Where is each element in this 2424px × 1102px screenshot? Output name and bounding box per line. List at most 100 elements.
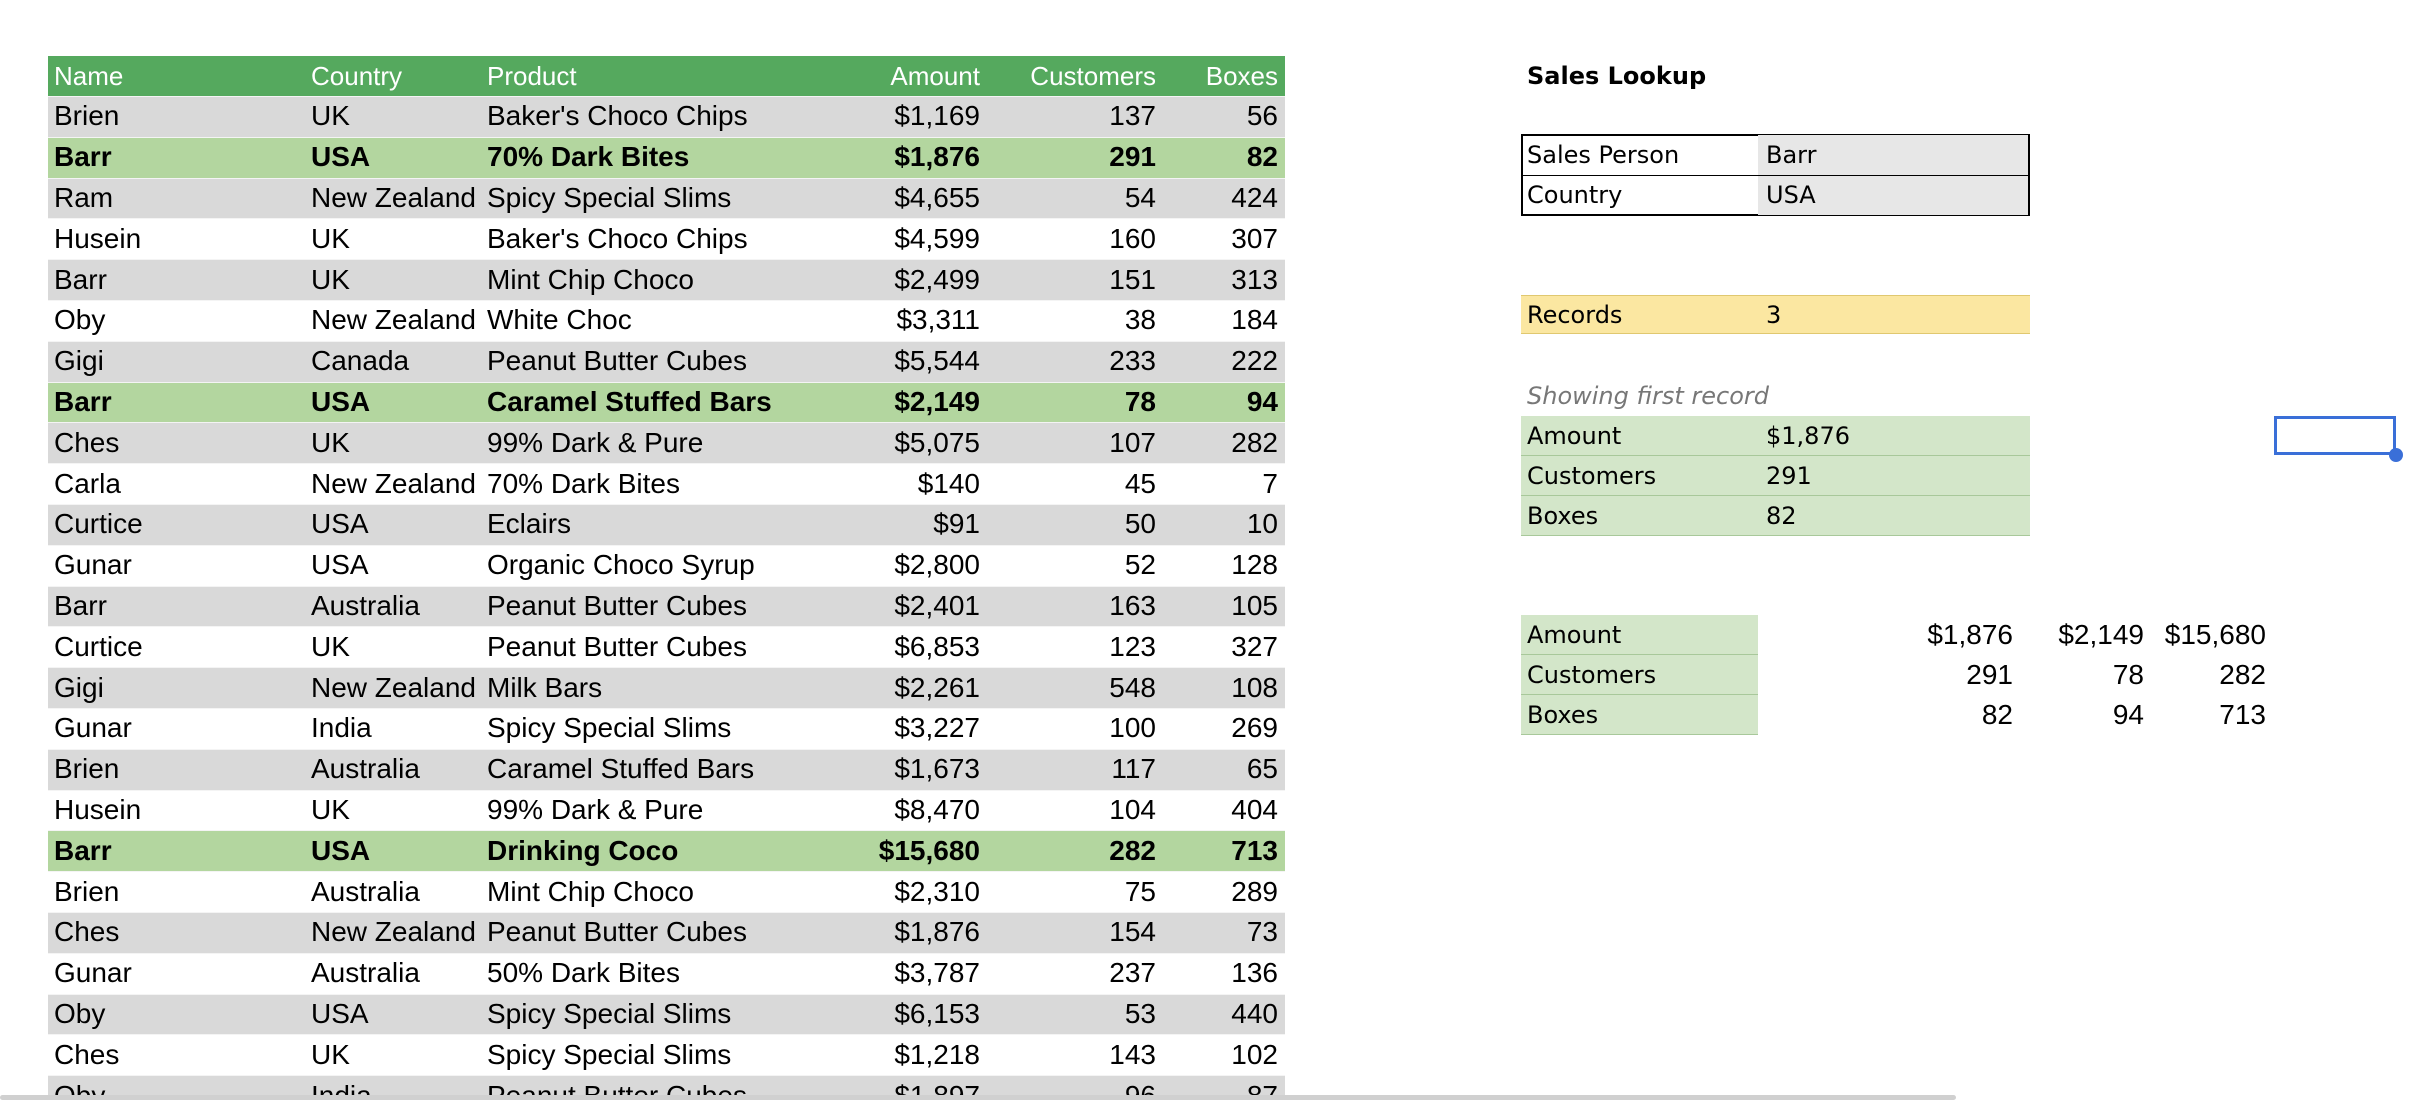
table-cell[interactable]: 99% Dark & Pure — [487, 426, 704, 458]
match-value[interactable]: 282 — [2219, 659, 2266, 690]
table-cell[interactable]: Eclairs — [487, 508, 572, 540]
table-cell[interactable]: 70% Dark Bites — [487, 467, 680, 499]
table-cell[interactable]: Brien — [54, 753, 120, 785]
table-cell[interactable]: Milk Bars — [487, 671, 603, 703]
table-cell[interactable]: 56 — [1246, 100, 1278, 132]
table-cell[interactable]: 184 — [1231, 304, 1278, 336]
fill-handle[interactable] — [2389, 448, 2403, 462]
first-record-label[interactable]: Customers — [1527, 462, 1657, 490]
table-cell[interactable]: 65 — [1246, 753, 1278, 785]
table-cell[interactable]: Australia — [311, 957, 420, 989]
field-label[interactable]: Country — [1527, 181, 1623, 209]
scrollbar[interactable] — [0, 1095, 1956, 1100]
table-cell[interactable]: New Zealand — [311, 181, 476, 213]
table-cell[interactable]: 87 — [1246, 1079, 1278, 1096]
table-row[interactable] — [48, 871, 1285, 912]
table-cell[interactable]: 38 — [1124, 304, 1156, 336]
table-cell[interactable]: $2,149 — [894, 385, 980, 417]
table-cell[interactable]: $4,655 — [894, 181, 980, 213]
match-value[interactable]: 713 — [2219, 699, 2266, 730]
table-cell[interactable]: $2,800 — [894, 549, 980, 581]
table-cell[interactable]: 70% Dark Bites — [487, 141, 690, 173]
table-cell[interactable]: 713 — [1231, 834, 1278, 866]
table-cell[interactable]: $1,876 — [894, 141, 980, 173]
table-row[interactable] — [48, 626, 1285, 668]
table-cell[interactable]: Ches — [54, 426, 120, 458]
table-cell[interactable]: $2,310 — [894, 875, 980, 907]
match-value[interactable]: 78 — [2112, 659, 2144, 690]
table-cell[interactable]: Curtice — [54, 630, 143, 662]
table-cell[interactable]: 100 — [1109, 712, 1156, 744]
table-cell[interactable]: 282 — [1231, 426, 1278, 458]
table-cell[interactable]: UK — [311, 793, 350, 825]
table-cell[interactable]: $140 — [917, 467, 980, 499]
table-cell[interactable]: $3,787 — [894, 957, 980, 989]
table-cell[interactable]: $4,599 — [894, 222, 980, 254]
table-cell[interactable]: India — [311, 1079, 372, 1096]
table-cell[interactable]: 94 — [1246, 385, 1278, 417]
table-row[interactable] — [48, 544, 1285, 586]
table-row[interactable] — [48, 708, 1285, 749]
table-cell[interactable]: 282 — [1109, 834, 1156, 866]
table-cell[interactable]: Ram — [54, 181, 114, 213]
table-cell[interactable]: $15,680 — [878, 834, 980, 866]
table-cell[interactable]: Ches — [54, 916, 120, 948]
table-cell[interactable]: Brien — [54, 100, 120, 132]
table-cell[interactable]: USA — [311, 834, 371, 866]
table-row[interactable] — [48, 748, 1285, 790]
match-value[interactable]: $2,149 — [2058, 619, 2144, 650]
table-cell[interactable]: UK — [311, 263, 350, 295]
table-cell[interactable]: India — [311, 712, 372, 744]
table-cell[interactable]: Gunar — [54, 549, 132, 581]
table-cell[interactable]: Barr — [54, 385, 112, 417]
table-cell[interactable]: $3,311 — [896, 304, 980, 336]
table-cell[interactable]: $6,853 — [894, 630, 980, 662]
table-cell[interactable]: 96 — [1124, 1079, 1156, 1096]
table-cell[interactable]: $1,897 — [894, 1079, 980, 1096]
table-row[interactable] — [48, 177, 1285, 219]
table-cell[interactable]: Spicy Special Slims — [487, 181, 732, 213]
table-cell[interactable]: 7 — [1262, 467, 1278, 499]
table-cell[interactable]: Husein — [54, 222, 142, 254]
table-cell[interactable]: Peanut Butter Cubes — [487, 1079, 747, 1096]
field-value[interactable]: USA — [1766, 181, 1816, 209]
table-cell[interactable]: 50 — [1124, 508, 1156, 540]
table-cell[interactable]: USA — [311, 997, 369, 1029]
table-cell[interactable]: 269 — [1231, 712, 1278, 744]
table-cell[interactable]: Australia — [311, 875, 420, 907]
table-cell[interactable]: Peanut Butter Cubes — [487, 630, 747, 662]
table-cell[interactable]: 78 — [1124, 385, 1156, 417]
table-cell[interactable]: Caramel Stuffed Bars — [487, 385, 772, 417]
table-cell[interactable]: Spicy Special Slims — [487, 712, 732, 744]
table-cell[interactable]: Peanut Butter Cubes — [487, 589, 747, 621]
table-cell[interactable]: Canada — [311, 345, 410, 377]
table-cell[interactable]: 291 — [1109, 141, 1156, 173]
table-cell[interactable]: Barr — [54, 834, 112, 866]
table-cell[interactable]: New Zealand — [311, 671, 476, 703]
table-cell[interactable]: Brien — [54, 875, 120, 907]
table-row[interactable] — [48, 993, 1285, 1035]
table-cell[interactable]: Australia — [311, 753, 420, 785]
table-cell[interactable]: 404 — [1231, 793, 1278, 825]
table-cell[interactable]: Peanut Butter Cubes — [487, 345, 747, 377]
table-cell[interactable]: Carla — [54, 467, 121, 499]
table-cell[interactable]: 160 — [1109, 222, 1156, 254]
table-cell[interactable]: 222 — [1231, 345, 1278, 377]
table-row[interactable] — [48, 912, 1285, 953]
table-cell[interactable]: $1,876 — [894, 916, 980, 948]
table-cell[interactable]: 163 — [1109, 589, 1156, 621]
table-cell[interactable]: 143 — [1109, 1038, 1156, 1070]
table-cell[interactable]: Ches — [54, 1038, 120, 1070]
table-cell[interactable]: $3,227 — [894, 712, 980, 744]
table-cell[interactable]: 137 — [1109, 100, 1156, 132]
match-label[interactable]: Amount — [1527, 621, 1622, 649]
table-cell[interactable]: Baker's Choco Chips — [487, 100, 748, 132]
table-cell[interactable]: 10 — [1246, 508, 1278, 540]
first-record-value[interactable]: $1,876 — [1766, 422, 1850, 450]
table-cell[interactable]: Husein — [54, 793, 142, 825]
table-cell[interactable]: 102 — [1231, 1038, 1278, 1070]
table-row[interactable] — [48, 1034, 1285, 1076]
table-row[interactable] — [48, 340, 1285, 382]
table-cell[interactable]: 151 — [1109, 263, 1156, 295]
table-cell[interactable]: $5,544 — [894, 345, 980, 377]
